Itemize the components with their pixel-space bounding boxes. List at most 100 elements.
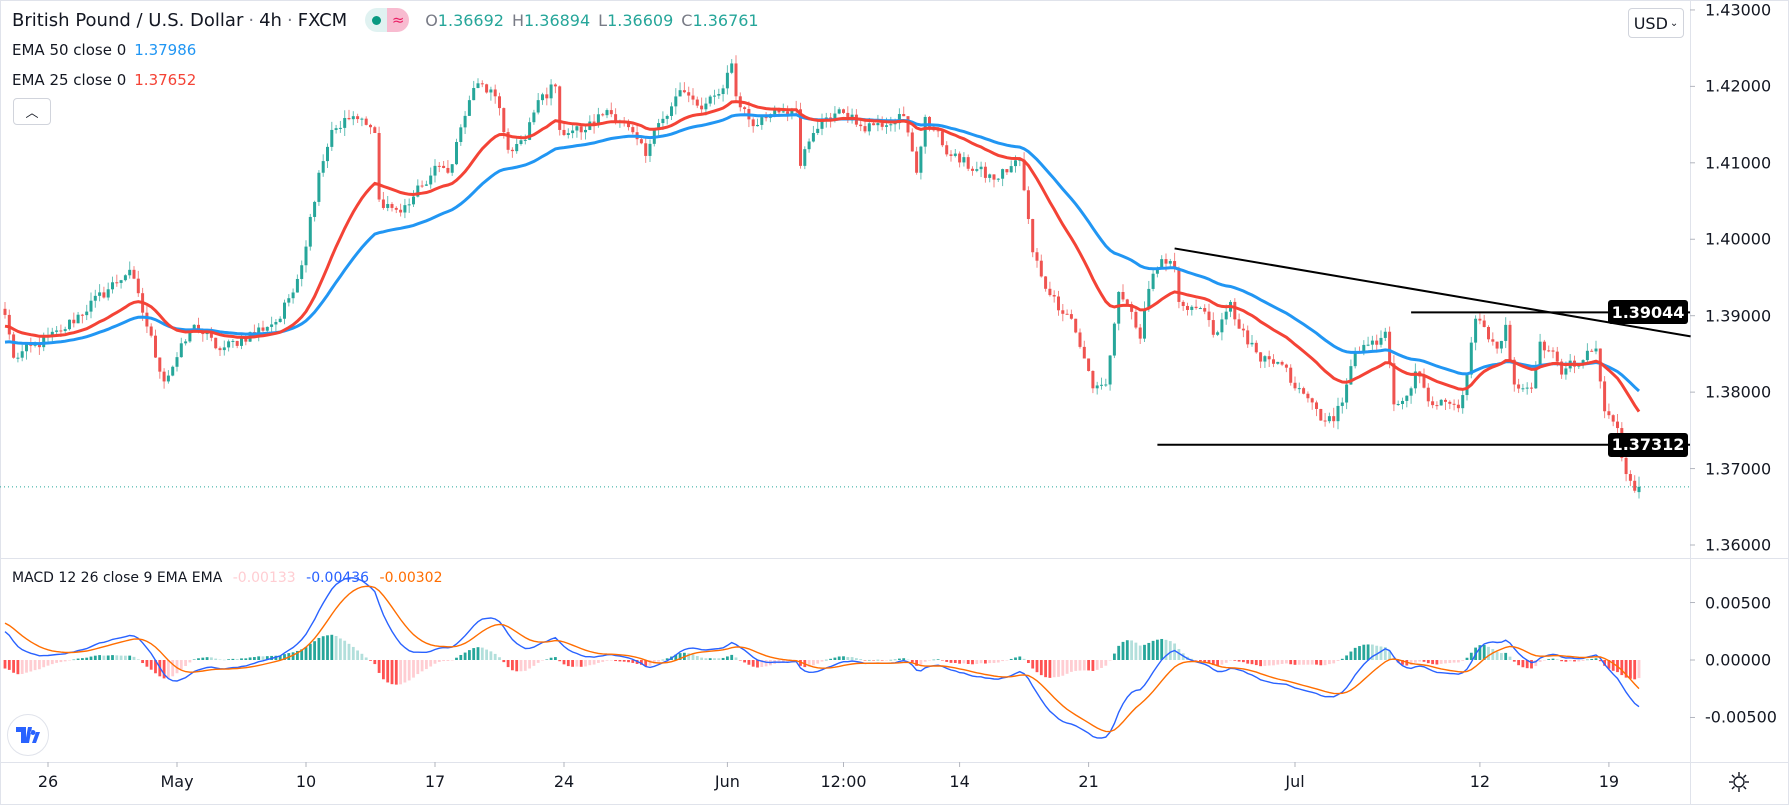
symbol-name[interactable]: British Pound / U.S. Dollar <box>12 9 244 31</box>
macd-histogram-bar <box>373 660 377 665</box>
candle-body <box>360 118 364 120</box>
ema50-value: 1.37986 <box>134 41 197 59</box>
macd-histogram-bar <box>936 659 940 660</box>
candle <box>360 117 364 127</box>
price-axis-label: 1.37000 <box>1705 459 1772 479</box>
candle <box>760 114 764 130</box>
candle <box>313 200 317 222</box>
candle-body <box>1323 420 1327 422</box>
candle <box>962 152 966 167</box>
candle <box>498 92 501 116</box>
macd-histogram-bar <box>20 660 24 674</box>
candle <box>1353 347 1357 369</box>
macd-histogram-bar <box>197 658 200 660</box>
candle <box>334 124 338 134</box>
macd-histogram-bar <box>558 660 562 662</box>
candle-body <box>670 106 673 116</box>
macd-histogram-bar <box>885 660 888 661</box>
candle-body <box>1100 384 1103 386</box>
candle <box>1366 336 1370 347</box>
candle <box>566 128 570 139</box>
macd-histogram-bar <box>1285 660 1288 664</box>
macd-histogram-bar <box>343 640 347 660</box>
candle-body <box>936 130 940 132</box>
macd-histogram-bar <box>214 658 218 660</box>
candle-body <box>1607 411 1611 416</box>
macd-histogram-bar <box>1031 660 1035 669</box>
candle-body <box>1190 306 1194 310</box>
candle-body <box>1474 318 1478 343</box>
candle <box>1095 381 1099 395</box>
macd-histogram-bar <box>566 660 570 667</box>
candle-body <box>928 116 931 127</box>
macd-histogram-bar <box>708 658 712 660</box>
macd-histogram-bar <box>743 660 746 663</box>
candle-body <box>519 140 523 145</box>
candle-body <box>1603 381 1607 412</box>
macd-histogram-bar <box>184 660 187 667</box>
candle-body <box>1560 361 1564 375</box>
macd-histogram-bar <box>283 654 286 660</box>
ema25-legend[interactable]: EMA 25 close 0 1.37652 <box>12 71 197 89</box>
candle-body <box>1254 342 1258 353</box>
tradingview-logo[interactable] <box>7 714 49 756</box>
macd-histogram-bar <box>1568 660 1572 662</box>
candle-body <box>523 139 527 141</box>
macd-histogram-bar <box>730 654 734 660</box>
macd-histogram-bar <box>1349 651 1353 660</box>
candle <box>953 149 957 158</box>
candle-body <box>1439 399 1443 406</box>
candle-body <box>773 109 777 115</box>
candle-body <box>326 146 329 162</box>
candle <box>1594 340 1598 355</box>
macd-histogram-bar <box>644 660 648 667</box>
macd-histogram-bar <box>455 657 458 660</box>
currency-button[interactable]: USD ⌄ <box>1628 8 1684 38</box>
macd-histogram-bar <box>764 660 768 667</box>
symbol-legend[interactable]: British Pound / U.S. Dollar · 4h · FXCM … <box>12 8 759 32</box>
candle-body <box>1448 401 1452 404</box>
interval[interactable]: 4h <box>259 9 282 31</box>
candle <box>455 138 458 166</box>
candle <box>837 107 841 115</box>
candle-body <box>562 129 566 135</box>
candle <box>609 102 613 118</box>
candle <box>1267 350 1271 368</box>
market-status-badge[interactable]: ≈ <box>365 8 410 32</box>
candle-body <box>313 201 317 217</box>
candle <box>1461 388 1465 414</box>
candle-body <box>480 83 484 85</box>
candle <box>3 302 7 319</box>
candle <box>1044 276 1048 292</box>
candle-body <box>1237 319 1241 329</box>
macd-histogram-bar <box>1177 648 1181 660</box>
macd-histogram-bar <box>532 660 536 666</box>
candle <box>179 337 183 358</box>
candle <box>72 312 76 328</box>
candle <box>1302 386 1306 395</box>
candle-body <box>803 149 807 166</box>
macd-histogram-bar <box>1547 659 1551 660</box>
candle-body <box>265 326 269 331</box>
candle-body <box>781 111 785 113</box>
candle-body <box>1104 384 1108 386</box>
macd-histogram-bar <box>1134 642 1138 660</box>
macd-legend[interactable]: MACD 12 26 close 9 EMA EMA -0.00133 -0.0… <box>12 570 443 586</box>
candle-body <box>1134 311 1138 328</box>
macd-histogram-bar <box>1573 660 1576 662</box>
candle <box>132 266 136 280</box>
macd-histogram-bar <box>966 660 970 665</box>
candle <box>1069 309 1073 320</box>
ema50-legend[interactable]: EMA 50 close 0 1.37986 <box>12 41 197 59</box>
settings-gear-icon[interactable] <box>1728 771 1750 793</box>
candle <box>1426 383 1430 407</box>
collapse-legend-button[interactable]: ︿ <box>13 98 51 125</box>
candle-body <box>412 196 415 205</box>
macd-histogram-bar <box>1018 656 1022 660</box>
candle-body <box>700 105 704 110</box>
candle <box>1422 368 1426 389</box>
candle <box>1104 378 1108 387</box>
candle-body <box>885 125 888 127</box>
candle <box>1431 396 1435 409</box>
